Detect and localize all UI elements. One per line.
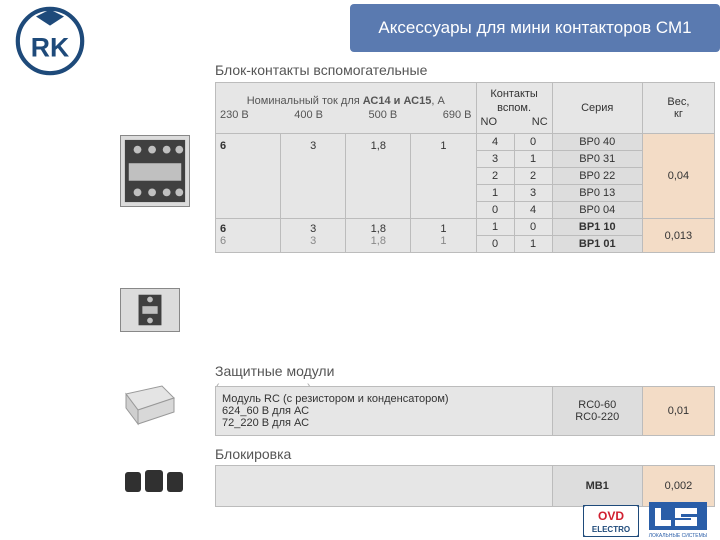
head-weight: Вес, кг	[642, 83, 714, 134]
svg-text:OVD: OVD	[598, 509, 624, 523]
mb-desc	[216, 466, 553, 507]
ls-logo: ЛОКАЛЬНЫЕ СИСТЕМЫ	[647, 500, 709, 538]
table-row: МВ1 0,002	[216, 466, 715, 507]
head-v400: 400 В	[294, 108, 323, 122]
table-row: 6 6 3 3 1,8 1,8 1 1 1 0 ВР1 10 0,013	[216, 219, 715, 236]
rc-weight: 0,01	[642, 387, 714, 436]
svg-text:ЛОКАЛЬНЫЕ СИСТЕМЫ: ЛОКАЛЬНЫЕ СИСТЕМЫ	[649, 533, 708, 538]
rk-logo: RK	[15, 6, 85, 76]
head-v230: 230 В	[220, 108, 249, 122]
section3-label: Блокировка	[215, 446, 291, 462]
product-image-bp0	[120, 135, 190, 207]
svg-text:RK: RK	[31, 32, 69, 62]
product-image-mb1	[120, 462, 190, 498]
protective-modules-table: Модуль RC (с резистором и конденсатором)…	[215, 386, 715, 436]
section2-label: Защитные модули	[215, 363, 334, 379]
svg-text:ELECTRO: ELECTRO	[592, 525, 630, 534]
rc-desc: Модуль RC (с резистором и конденсатором)…	[216, 387, 553, 436]
section1-label: Блок-контакты вспомогательные	[215, 62, 427, 78]
head-series: Серия	[552, 83, 642, 134]
table-header-row: Номинальный ток для АС14 и АС15, А 230 В…	[216, 83, 715, 134]
head-rated: Номинальный ток для АС14 и АС15, А 230 В…	[216, 83, 477, 134]
head-nc: NC	[532, 115, 548, 129]
page-title: Аксессуары для мини контакторов СМ1	[378, 17, 691, 39]
product-image-bp1	[120, 288, 180, 332]
head-contacts: Контакты вспом. NO NC	[476, 83, 552, 134]
head-no: NO	[481, 115, 498, 129]
mb-series: МВ1	[552, 466, 642, 507]
table-row: 6 3 1,8 1 4 0 ВР0 40 0,04	[216, 134, 715, 151]
rc-series: RC0-60 RC0-220	[552, 387, 642, 436]
head-v690: 690 В	[443, 108, 472, 122]
aux-contacts-table: Номинальный ток для АС14 и АС15, А 230 В…	[215, 82, 715, 253]
ovd-electro-logo: OVD ELECTRO	[583, 505, 639, 537]
product-image-rc	[120, 380, 180, 426]
head-v500: 500 В	[369, 108, 398, 122]
page-title-bar: Аксессуары для мини контакторов СМ1	[350, 4, 720, 52]
table-row: Модуль RC (с резистором и конденсатором)…	[216, 387, 715, 436]
interlock-table: МВ1 0,002	[215, 465, 715, 507]
